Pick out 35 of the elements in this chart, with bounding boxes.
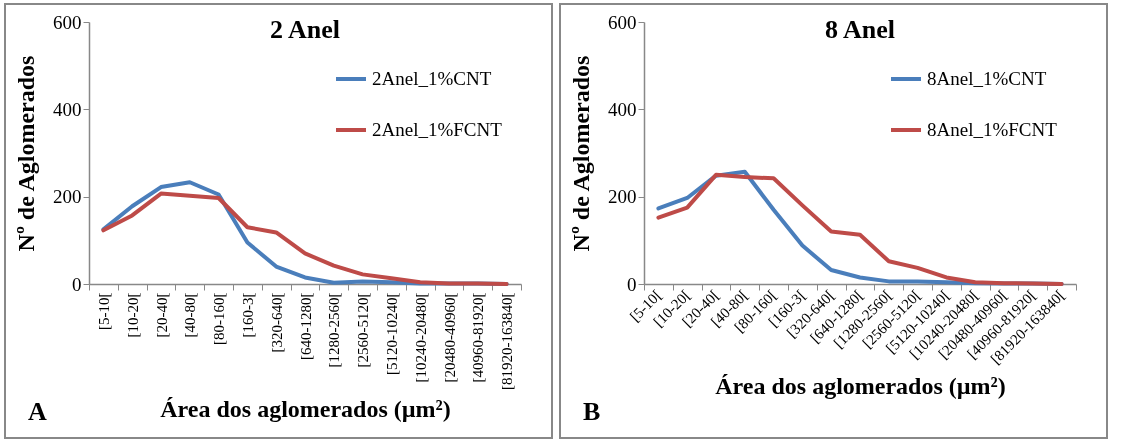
x-tick-label: [20480-40960[ (441, 292, 458, 383)
x-tick-label: [320-640[ (268, 292, 285, 353)
x-tick-label: [80-160[ (211, 292, 228, 345)
legend-label: 8Anel_1%CNT (927, 68, 1047, 89)
x-tick-label: [1280-2560[ (326, 292, 343, 368)
x-tick-label: [40960-81920[ (470, 292, 487, 383)
x-tick-label: [2560-5120[ (355, 292, 372, 368)
x-tick-label: [5-10[ (95, 292, 112, 330)
text: A (28, 397, 47, 427)
legend-label: 2Anel_1%CNT (372, 68, 492, 89)
x-axis-title: Área dos aglomerados (µm²) (715, 373, 1006, 400)
x-tick-label: [40-80[ (182, 292, 199, 338)
y-tick-label: 200 (608, 186, 637, 208)
y-tick-label: 0 (627, 273, 637, 295)
y-axis-title: Nº de Aglomerados (568, 55, 594, 252)
y-tick-label: 400 (608, 98, 637, 120)
y-tick-label: 200 (53, 186, 82, 208)
x-tick-label: [160-3[ (239, 292, 256, 338)
x-tick-label: [640-1280[ (297, 292, 314, 360)
y-tick-label: 600 (608, 11, 637, 33)
chart-title: 8 Anel (824, 15, 896, 44)
y-tick-label: 0 (72, 273, 82, 295)
x-tick-label: [81920-163840[ (499, 292, 516, 390)
x-axis-title: Área dos aglomerados (µm²) (160, 395, 451, 422)
text: B (583, 397, 601, 427)
y-tick-label: 400 (53, 98, 82, 120)
y-axis-title: Nº de Aglomerados (13, 55, 39, 252)
chart-title: 2 Anel (269, 15, 341, 44)
x-tick-label: [20-40[ (153, 292, 170, 338)
legend-label: 8Anel_1%FCNT (927, 119, 1058, 140)
y-tick-label: 600 (53, 11, 82, 33)
x-tick-label: [10240-20480[ (412, 292, 429, 383)
x-tick-label: [10-20[ (124, 292, 141, 338)
x-tick-label: [5120-10240[ (383, 292, 400, 375)
legend-label: 2Anel_1%FCNT (372, 119, 503, 140)
